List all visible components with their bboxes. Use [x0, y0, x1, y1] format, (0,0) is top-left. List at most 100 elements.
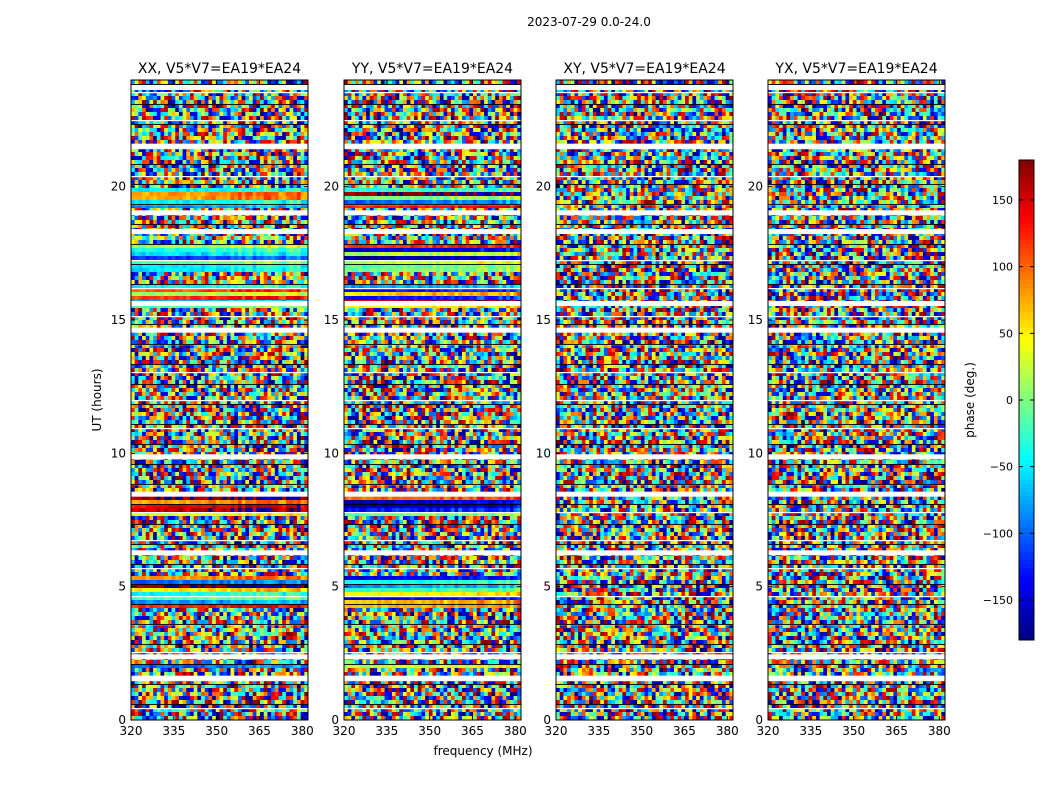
flagged-gap — [344, 454, 521, 459]
flagged-gap — [344, 301, 521, 306]
flagged-gap — [131, 210, 308, 215]
flagged-gap — [131, 676, 308, 681]
flagged-gap — [131, 654, 308, 659]
y-tick-label: 0 — [543, 713, 551, 727]
flagged-gap — [556, 144, 733, 149]
flagged-gap — [556, 676, 733, 681]
y-tick-label: 10 — [324, 446, 339, 460]
flagged-gap — [556, 328, 733, 333]
flagged-gap — [344, 144, 521, 149]
panel-title: XY, V5*V7=EA19*EA24 — [563, 61, 725, 77]
y-tick-label: 15 — [324, 313, 339, 327]
flagged-gap — [344, 85, 521, 90]
flagged-gap — [344, 210, 521, 215]
phase-image — [344, 80, 521, 720]
y-tick-label: 5 — [755, 580, 763, 594]
flagged-gap — [131, 454, 308, 459]
flagged-gap — [131, 301, 308, 306]
flagged-gap — [344, 676, 521, 681]
phase-image — [131, 80, 308, 720]
x-tick-label: 335 — [587, 724, 610, 738]
x-tick-label: 350 — [842, 724, 865, 738]
y-tick-label: 15 — [111, 313, 126, 327]
flagged-gap — [131, 144, 308, 149]
flagged-gap — [556, 550, 733, 555]
x-tick-label: 365 — [248, 724, 271, 738]
colorbar-tick-label: −150 — [983, 594, 1013, 607]
y-tick-label: 5 — [543, 580, 551, 594]
colorbar-label: phase (deg.) — [963, 362, 977, 438]
flagged-gap — [768, 454, 945, 459]
flagged-gap — [768, 85, 945, 90]
flagged-gap — [131, 550, 308, 555]
flagged-gap — [131, 328, 308, 333]
x-tick-label: 350 — [418, 724, 441, 738]
flagged-gap — [344, 229, 521, 234]
flagged-gap — [768, 301, 945, 306]
y-tick-label: 10 — [536, 446, 551, 460]
x-tick-label: 335 — [799, 724, 822, 738]
y-tick-label: 15 — [536, 313, 551, 327]
y-tick-label: 20 — [536, 180, 551, 194]
flagged-gap — [768, 210, 945, 215]
flagged-gap — [556, 301, 733, 306]
flagged-gap — [556, 454, 733, 459]
x-tick-label: 350 — [205, 724, 228, 738]
x-tick-label: 380 — [291, 724, 314, 738]
panel-title: XX, V5*V7=EA19*EA24 — [138, 61, 301, 77]
y-tick-label: 5 — [118, 580, 126, 594]
y-tick-label: 20 — [324, 180, 339, 194]
phase-image — [556, 80, 733, 720]
flagged-gap — [556, 492, 733, 497]
colorbar-tick-label: 0 — [1006, 394, 1013, 407]
x-tick-label: 380 — [716, 724, 739, 738]
colorbar: 150 100 50 0 −50 −100 −150 — [983, 160, 1034, 641]
flagged-gap — [556, 229, 733, 234]
flagged-gap — [344, 492, 521, 497]
y-tick-label: 10 — [748, 446, 763, 460]
panel-title: YX, V5*V7=EA19*EA24 — [774, 61, 937, 77]
y-tick-label: 20 — [748, 180, 763, 194]
y-axis-label: UT (hours) — [90, 368, 104, 431]
y-tick-label: 0 — [331, 713, 339, 727]
flagged-gap — [344, 328, 521, 333]
flagged-gap — [131, 85, 308, 90]
flagged-gap — [344, 654, 521, 659]
y-tick-label: 20 — [111, 180, 126, 194]
flagged-gap — [131, 229, 308, 234]
flagged-gap — [768, 328, 945, 333]
flagged-gap — [556, 85, 733, 90]
flagged-gap — [556, 654, 733, 659]
colorbar-tick-label: 50 — [999, 327, 1013, 340]
y-tick-label: 0 — [118, 713, 126, 727]
colorbar-tick-label: 100 — [992, 261, 1013, 274]
x-tick-label: 380 — [928, 724, 951, 738]
colorbar-tick-label: −100 — [983, 527, 1013, 540]
x-tick-label: 335 — [375, 724, 398, 738]
flagged-gap — [768, 492, 945, 497]
x-tick-label: 380 — [504, 724, 527, 738]
x-tick-label: 365 — [461, 724, 484, 738]
x-tick-label: 335 — [162, 724, 185, 738]
flagged-gap — [556, 210, 733, 215]
flagged-gap — [768, 654, 945, 659]
y-tick-label: 5 — [331, 580, 339, 594]
colorbar-tick-label: −50 — [990, 461, 1013, 474]
y-tick-label: 10 — [111, 446, 126, 460]
colorbar-tick-label: 150 — [992, 194, 1013, 207]
flagged-gap — [768, 550, 945, 555]
panel-title: YY, V5*V7=EA19*EA24 — [351, 61, 513, 77]
flagged-gap — [768, 229, 945, 234]
x-axis-label: frequency (MHz) — [433, 744, 532, 758]
y-tick-label: 0 — [755, 713, 763, 727]
y-tick-label: 15 — [748, 313, 763, 327]
phase-image — [768, 80, 945, 720]
suptitle: 2023-07-29 0.0-24.0 — [527, 15, 651, 29]
figure: 2023-07-29 0.0-24.0 XX, V5*V7=EA19*EA24 3… — [0, 0, 1050, 800]
flagged-gap — [131, 492, 308, 497]
